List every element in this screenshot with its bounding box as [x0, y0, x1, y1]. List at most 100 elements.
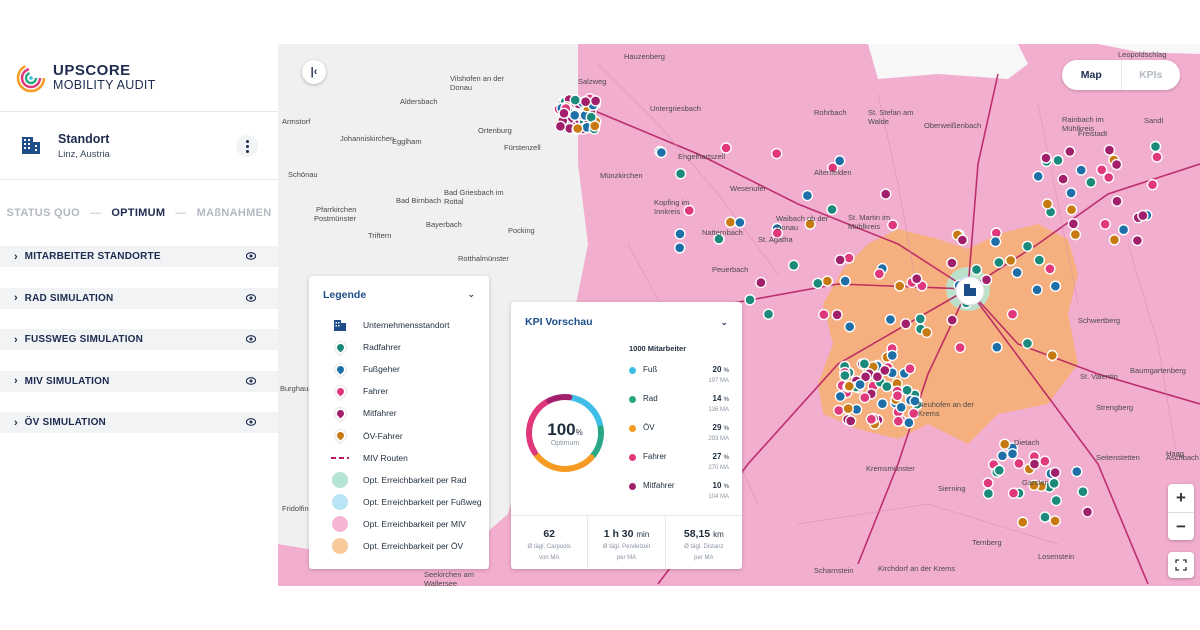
employee-marker[interactable] [1052, 154, 1064, 167]
employee-marker[interactable] [845, 415, 857, 427]
employee-marker[interactable] [843, 380, 855, 392]
employee-marker[interactable] [887, 219, 899, 231]
employee-marker[interactable] [589, 120, 601, 132]
employee-marker[interactable] [1081, 506, 1094, 518]
employee-marker[interactable] [762, 308, 775, 320]
employee-marker[interactable] [904, 363, 916, 375]
employee-marker[interactable] [999, 438, 1011, 450]
employee-marker[interactable] [991, 341, 1003, 353]
employee-marker[interactable] [854, 378, 866, 391]
employee-marker[interactable] [1077, 486, 1089, 498]
employee-marker[interactable] [713, 233, 725, 245]
employee-marker[interactable] [954, 341, 966, 354]
employee-marker[interactable] [1065, 203, 1078, 216]
step-status-quo[interactable]: STATUS QUO [6, 207, 80, 219]
employee-marker[interactable] [1041, 198, 1054, 210]
employee-marker[interactable] [834, 254, 846, 266]
employee-marker[interactable] [1103, 144, 1116, 156]
logo[interactable]: UPSCORE MOBILITY AUDIT [0, 44, 278, 112]
employee-marker[interactable] [1099, 218, 1111, 230]
step-optimum[interactable]: OPTIMUM [111, 207, 166, 219]
employee-marker[interactable] [1021, 240, 1034, 253]
employee-marker[interactable] [558, 107, 570, 120]
employee-marker[interactable] [833, 404, 845, 417]
employee-marker[interactable] [1005, 254, 1017, 267]
employee-marker[interactable] [946, 257, 958, 269]
employee-marker[interactable] [1137, 209, 1149, 222]
employee-marker[interactable] [1146, 178, 1159, 191]
employee-marker[interactable] [724, 216, 737, 228]
employee-marker[interactable] [1050, 494, 1062, 507]
employee-marker[interactable] [1049, 515, 1061, 527]
chevron-down-icon[interactable]: ⌄ [467, 289, 475, 299]
employee-marker[interactable] [1032, 170, 1044, 183]
employee-marker[interactable] [914, 313, 926, 325]
employee-marker[interactable] [589, 95, 602, 107]
eye-icon[interactable] [246, 252, 256, 260]
employee-marker[interactable] [908, 407, 920, 420]
employee-marker[interactable] [903, 417, 915, 429]
employee-marker[interactable] [1103, 171, 1115, 184]
employee-marker[interactable] [818, 308, 830, 321]
employee-marker[interactable] [569, 109, 581, 122]
employee-marker[interactable] [1017, 516, 1029, 528]
tab-map[interactable]: Map [1080, 69, 1102, 81]
employee-marker[interactable] [826, 203, 838, 216]
employee-marker[interactable] [1013, 457, 1025, 470]
employee-marker[interactable] [1069, 228, 1082, 241]
step-massnahmen[interactable]: MAßNAHMEN [196, 207, 272, 219]
employee-marker[interactable] [674, 242, 686, 254]
chevron-down-icon[interactable]: ⌄ [720, 317, 728, 327]
employee-marker[interactable] [1049, 280, 1062, 292]
employee-marker[interactable] [1065, 187, 1077, 199]
employee-marker[interactable] [1033, 254, 1045, 266]
employee-marker[interactable] [858, 358, 871, 370]
eye-icon[interactable] [246, 418, 256, 426]
employee-marker[interactable] [1075, 164, 1087, 176]
employee-marker[interactable] [839, 275, 851, 287]
employee-marker[interactable] [554, 120, 567, 133]
employee-marker[interactable] [1006, 448, 1019, 460]
employee-marker[interactable] [1096, 164, 1108, 176]
employee-marker[interactable] [894, 280, 906, 292]
employee-marker[interactable] [579, 96, 592, 108]
employee-marker[interactable] [1007, 487, 1020, 499]
employee-marker[interactable] [831, 309, 843, 321]
tab-kpis[interactable]: KPIs [1120, 60, 1181, 90]
employee-marker[interactable] [812, 277, 824, 290]
employee-marker[interactable] [1011, 266, 1023, 279]
employee-marker[interactable] [755, 276, 767, 289]
employee-marker[interactable] [996, 450, 1009, 462]
employee-marker[interactable] [859, 371, 872, 383]
employee-marker[interactable] [1021, 337, 1034, 350]
fullscreen-button[interactable] [1168, 552, 1194, 578]
sim-item-oev[interactable]: › ÖV SIMULATION [0, 412, 278, 433]
employee-marker[interactable] [1046, 349, 1058, 362]
employee-marker[interactable] [720, 142, 732, 154]
employee-marker[interactable] [1044, 263, 1056, 275]
employee-marker[interactable] [993, 256, 1005, 269]
employee-marker[interactable] [895, 401, 907, 413]
employee-marker[interactable] [901, 384, 913, 396]
employee-marker[interactable] [801, 189, 814, 202]
employee-marker[interactable] [1110, 158, 1123, 171]
employee-marker[interactable] [1151, 151, 1163, 163]
employee-marker[interactable] [865, 413, 878, 425]
employee-marker[interactable] [982, 477, 994, 489]
employee-marker[interactable] [734, 216, 746, 229]
sim-item-fussweg[interactable]: › FUSSWEG SIMULATION [0, 329, 278, 350]
employee-marker[interactable] [1117, 223, 1130, 236]
employee-marker[interactable] [886, 349, 898, 362]
employee-marker[interactable] [1040, 152, 1052, 164]
employee-marker[interactable] [804, 218, 816, 230]
zoom-in-button[interactable]: + [1176, 488, 1186, 507]
employee-marker[interactable] [839, 369, 851, 382]
employee-marker[interactable] [1067, 218, 1080, 230]
employee-marker[interactable] [956, 234, 969, 246]
employee-marker[interactable] [834, 155, 846, 167]
employee-marker[interactable] [572, 122, 584, 135]
employee-marker[interactable] [1039, 511, 1051, 523]
employee-marker[interactable] [1064, 145, 1076, 158]
employee-marker[interactable] [655, 146, 668, 159]
employee-marker[interactable] [989, 235, 1002, 248]
